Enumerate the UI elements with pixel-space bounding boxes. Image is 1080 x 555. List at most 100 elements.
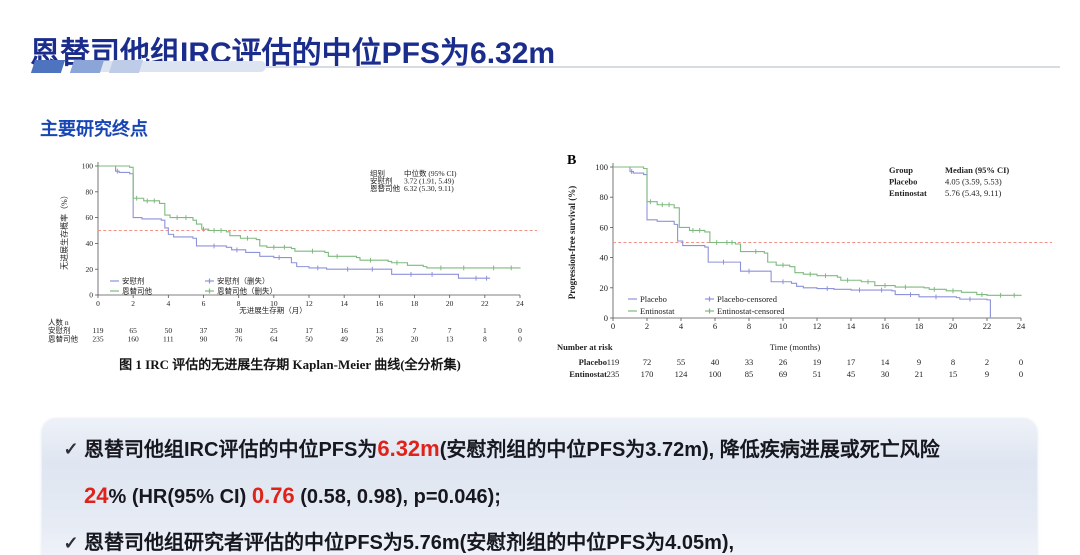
svg-text:69: 69 — [779, 369, 788, 379]
km-chart-right: 0 2 4 6 8 10 12 14 16 18 20 22 24020406080100Progres… — [555, 146, 1060, 391]
svg-text:17: 17 — [305, 326, 313, 335]
svg-text:Entinostat-censored: Entinostat-censored — [717, 306, 785, 316]
svg-text:7: 7 — [448, 326, 452, 335]
svg-text:Placebo: Placebo — [640, 294, 667, 304]
svg-text:安慰剂: 安慰剂 — [370, 176, 393, 186]
svg-text:65: 65 — [129, 326, 137, 335]
svg-text:0: 0 — [1019, 369, 1023, 379]
svg-text:20: 20 — [600, 283, 609, 293]
svg-text:33: 33 — [745, 357, 754, 367]
title-underline-decoration — [30, 60, 1060, 74]
svg-text:人数 n: 人数 n — [48, 317, 69, 327]
svg-text:170: 170 — [641, 369, 654, 379]
svg-text:组别: 组别 — [370, 168, 385, 178]
svg-text:37: 37 — [200, 326, 208, 335]
svg-text:Median (95% CI): Median (95% CI) — [945, 165, 1009, 175]
svg-text:19: 19 — [813, 357, 822, 367]
svg-text:4.05 (3.59, 5.53): 4.05 (3.59, 5.53) — [945, 177, 1002, 187]
svg-text:2: 2 — [645, 321, 649, 331]
svg-text:64: 64 — [270, 335, 278, 344]
svg-text:9: 9 — [917, 357, 921, 367]
svg-text:8: 8 — [951, 357, 955, 367]
svg-text:4: 4 — [166, 299, 170, 308]
km-chart-left: 0 2 4 6 8 10 12 14 16 18 20 22 24020406080100无进展生存概率… — [40, 150, 540, 355]
svg-text:24: 24 — [516, 299, 524, 308]
svg-text:18: 18 — [411, 299, 419, 308]
svg-text:无进展生存期（月）: 无进展生存期（月） — [239, 305, 307, 315]
svg-text:55: 55 — [677, 357, 686, 367]
summary-text: 恩替司他组研究者评估的中位PFS为5.76m(安慰剂组的中位PFS为4.05m)… — [84, 532, 735, 554]
svg-text:1: 1 — [483, 326, 487, 335]
svg-text:72: 72 — [643, 357, 652, 367]
svg-text:30: 30 — [235, 326, 243, 335]
svg-text:0: 0 — [96, 299, 100, 308]
svg-text:0: 0 — [518, 335, 522, 344]
decor-bar — [94, 61, 266, 72]
svg-text:60: 60 — [86, 213, 94, 222]
svg-text:恩替司他: 恩替司他 — [370, 183, 400, 193]
svg-text:Entinostat: Entinostat — [640, 306, 675, 316]
section-subtitle: 主要研究终点 — [40, 118, 148, 139]
svg-text:60: 60 — [600, 222, 609, 232]
decor-square-3 — [108, 60, 144, 73]
svg-text:0: 0 — [1019, 357, 1023, 367]
summary-text: 恩替司他组IRC评估的中位PFS为6.32m(安慰剂组的中位PFS为3.72m)… — [84, 436, 940, 508]
svg-text:5.76 (5.43, 9.11): 5.76 (5.43, 9.11) — [945, 188, 1002, 198]
svg-text:2: 2 — [985, 357, 989, 367]
svg-text:9: 9 — [985, 369, 989, 379]
svg-text:6: 6 — [202, 299, 206, 308]
svg-text:12: 12 — [813, 321, 822, 331]
check-icon: ✓ — [63, 439, 79, 459]
svg-text:3.72 (1.91, 5.49): 3.72 (1.91, 5.49) — [404, 177, 454, 186]
svg-text:7: 7 — [413, 326, 417, 335]
svg-text:Placebo-censored: Placebo-censored — [717, 294, 778, 304]
svg-text:Time (months): Time (months) — [770, 342, 821, 352]
svg-text:14: 14 — [881, 357, 890, 367]
svg-text:恩替司他（删失）: 恩替司他（删失） — [217, 286, 277, 296]
decor-rule-line — [95, 66, 1060, 68]
svg-text:160: 160 — [128, 335, 139, 344]
key-findings-box: ✓ 恩替司他组IRC评估的中位PFS为6.32m(安慰剂组的中位PFS为3.72m… — [42, 418, 1037, 555]
svg-text:无进展生存概率（%）: 无进展生存概率（%） — [59, 191, 69, 270]
svg-text:124: 124 — [675, 369, 689, 379]
svg-text:8: 8 — [747, 321, 751, 331]
svg-text:18: 18 — [915, 321, 924, 331]
summary-bullet: ✓ 恩替司他组研究者评估的中位PFS为5.76m(安慰剂组的中位PFS为4.05m… — [42, 520, 1037, 555]
svg-text:50: 50 — [305, 335, 313, 344]
svg-text:8: 8 — [483, 335, 487, 344]
svg-text:6: 6 — [713, 321, 717, 331]
svg-text:51: 51 — [813, 369, 822, 379]
svg-text:Number at risk: Number at risk — [557, 342, 613, 352]
svg-text:20: 20 — [411, 335, 419, 344]
svg-text:Progression-free survival (%): Progression-free survival (%) — [567, 186, 577, 299]
svg-text:40: 40 — [600, 253, 609, 263]
svg-text:Placebo: Placebo — [889, 177, 917, 187]
svg-text:B: B — [567, 153, 576, 168]
svg-text:40: 40 — [711, 357, 720, 367]
svg-text:40: 40 — [86, 239, 94, 248]
svg-text:0: 0 — [611, 321, 615, 331]
svg-text:Group: Group — [889, 165, 913, 175]
svg-text:26: 26 — [779, 357, 788, 367]
svg-text:235: 235 — [92, 335, 104, 344]
svg-text:10: 10 — [270, 299, 278, 308]
svg-text:16: 16 — [881, 321, 890, 331]
check-icon: ✓ — [63, 533, 79, 553]
svg-text:20: 20 — [86, 265, 94, 274]
svg-text:30: 30 — [881, 369, 890, 379]
svg-text:8: 8 — [237, 299, 241, 308]
svg-text:22: 22 — [983, 321, 992, 331]
svg-text:4: 4 — [679, 321, 684, 331]
svg-text:21: 21 — [915, 369, 924, 379]
svg-text:恩替司他: 恩替司他 — [122, 286, 152, 296]
svg-text:0: 0 — [518, 326, 522, 335]
svg-text:80: 80 — [600, 192, 609, 202]
svg-text:10: 10 — [779, 321, 788, 331]
svg-text:119: 119 — [93, 326, 104, 335]
svg-text:80: 80 — [86, 187, 94, 196]
svg-text:26: 26 — [376, 335, 384, 344]
decor-square-2 — [69, 60, 105, 73]
svg-text:Entinostat: Entinostat — [889, 188, 927, 198]
svg-text:12: 12 — [305, 299, 313, 308]
